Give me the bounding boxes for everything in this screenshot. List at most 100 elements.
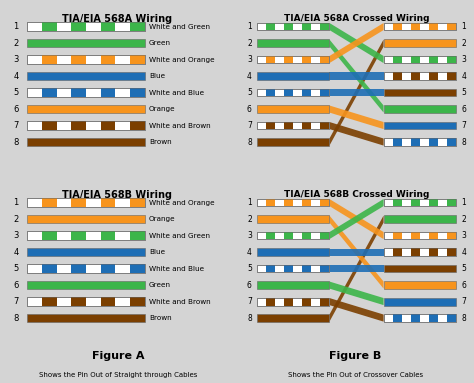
Bar bbox=[320, 298, 329, 306]
Bar bbox=[320, 56, 329, 64]
Text: Green: Green bbox=[149, 40, 171, 46]
Bar bbox=[284, 56, 293, 64]
Bar bbox=[447, 56, 456, 64]
Bar bbox=[410, 23, 419, 31]
Text: 5: 5 bbox=[461, 88, 466, 97]
Bar bbox=[447, 232, 456, 239]
Bar bbox=[410, 232, 419, 239]
Text: Blue: Blue bbox=[149, 249, 165, 255]
Text: 3: 3 bbox=[247, 55, 252, 64]
Bar bbox=[27, 55, 145, 64]
Bar bbox=[302, 122, 311, 129]
Polygon shape bbox=[329, 199, 383, 239]
Bar bbox=[27, 72, 145, 80]
Bar bbox=[266, 232, 275, 239]
Bar bbox=[27, 121, 145, 130]
Text: White and Brown: White and Brown bbox=[149, 299, 210, 304]
Text: Figure A: Figure A bbox=[92, 351, 145, 361]
Bar bbox=[383, 138, 456, 146]
Polygon shape bbox=[329, 249, 383, 255]
Text: 1: 1 bbox=[247, 198, 252, 207]
Bar bbox=[392, 72, 401, 80]
Bar bbox=[257, 232, 329, 239]
Bar bbox=[410, 248, 419, 256]
Text: 1: 1 bbox=[13, 22, 18, 31]
Bar bbox=[257, 199, 329, 206]
Bar bbox=[27, 264, 145, 273]
Bar bbox=[392, 232, 401, 239]
Text: 7: 7 bbox=[247, 297, 252, 306]
Bar bbox=[447, 23, 456, 31]
Bar bbox=[284, 265, 293, 272]
Text: 3: 3 bbox=[13, 55, 18, 64]
Text: White and Green: White and Green bbox=[149, 23, 210, 29]
Text: 1: 1 bbox=[461, 22, 466, 31]
Bar bbox=[392, 314, 401, 322]
Bar bbox=[383, 56, 456, 64]
Polygon shape bbox=[329, 216, 383, 289]
Bar bbox=[257, 248, 329, 256]
Bar bbox=[71, 55, 86, 64]
Text: 5: 5 bbox=[247, 264, 252, 273]
Bar bbox=[130, 297, 145, 306]
Bar bbox=[130, 264, 145, 273]
Text: 1: 1 bbox=[247, 22, 252, 31]
Bar bbox=[42, 22, 56, 31]
Text: 5: 5 bbox=[461, 264, 466, 273]
Bar bbox=[27, 248, 145, 256]
Bar bbox=[383, 105, 456, 113]
Text: 3: 3 bbox=[247, 231, 252, 240]
Bar bbox=[27, 231, 145, 240]
Text: 8: 8 bbox=[461, 137, 466, 147]
Bar bbox=[257, 122, 329, 129]
Bar bbox=[42, 121, 56, 130]
Bar bbox=[392, 56, 401, 64]
Bar bbox=[27, 297, 145, 306]
Polygon shape bbox=[329, 105, 383, 129]
Bar bbox=[266, 122, 275, 129]
Bar bbox=[392, 138, 401, 146]
Text: Brown: Brown bbox=[149, 139, 172, 145]
Bar bbox=[383, 281, 456, 289]
Bar bbox=[257, 23, 329, 31]
Text: TIA/EIA 568A Crossed Wiring: TIA/EIA 568A Crossed Wiring bbox=[284, 14, 429, 23]
Polygon shape bbox=[329, 298, 383, 322]
Text: White and Orange: White and Orange bbox=[149, 200, 215, 206]
Bar bbox=[27, 22, 145, 31]
Bar bbox=[383, 314, 456, 322]
Bar bbox=[302, 56, 311, 64]
Bar bbox=[383, 232, 456, 239]
Bar bbox=[266, 298, 275, 306]
Bar bbox=[257, 298, 329, 306]
Polygon shape bbox=[329, 265, 383, 272]
Polygon shape bbox=[329, 282, 383, 305]
Text: Orange: Orange bbox=[149, 106, 176, 112]
Bar bbox=[447, 314, 456, 322]
Text: 4: 4 bbox=[247, 72, 252, 80]
Bar bbox=[257, 88, 329, 97]
Text: 4: 4 bbox=[461, 247, 466, 257]
Bar bbox=[428, 232, 438, 239]
Text: White and Brown: White and Brown bbox=[149, 123, 210, 129]
Bar bbox=[410, 199, 419, 206]
Text: White and Blue: White and Blue bbox=[149, 90, 204, 95]
Text: 8: 8 bbox=[13, 137, 18, 147]
Bar bbox=[383, 122, 456, 129]
Bar bbox=[383, 23, 456, 31]
Bar bbox=[27, 198, 145, 207]
Bar bbox=[410, 138, 419, 146]
Text: 2: 2 bbox=[13, 39, 18, 47]
Bar bbox=[410, 72, 419, 80]
Bar bbox=[266, 199, 275, 206]
Bar bbox=[284, 199, 293, 206]
Bar bbox=[130, 198, 145, 207]
Bar bbox=[100, 264, 115, 273]
Bar bbox=[257, 105, 329, 113]
Bar bbox=[27, 297, 145, 306]
Polygon shape bbox=[329, 39, 383, 113]
Bar bbox=[27, 198, 145, 207]
Bar bbox=[100, 88, 115, 97]
Bar bbox=[130, 121, 145, 130]
Bar bbox=[266, 265, 275, 272]
Text: 6: 6 bbox=[461, 105, 466, 113]
